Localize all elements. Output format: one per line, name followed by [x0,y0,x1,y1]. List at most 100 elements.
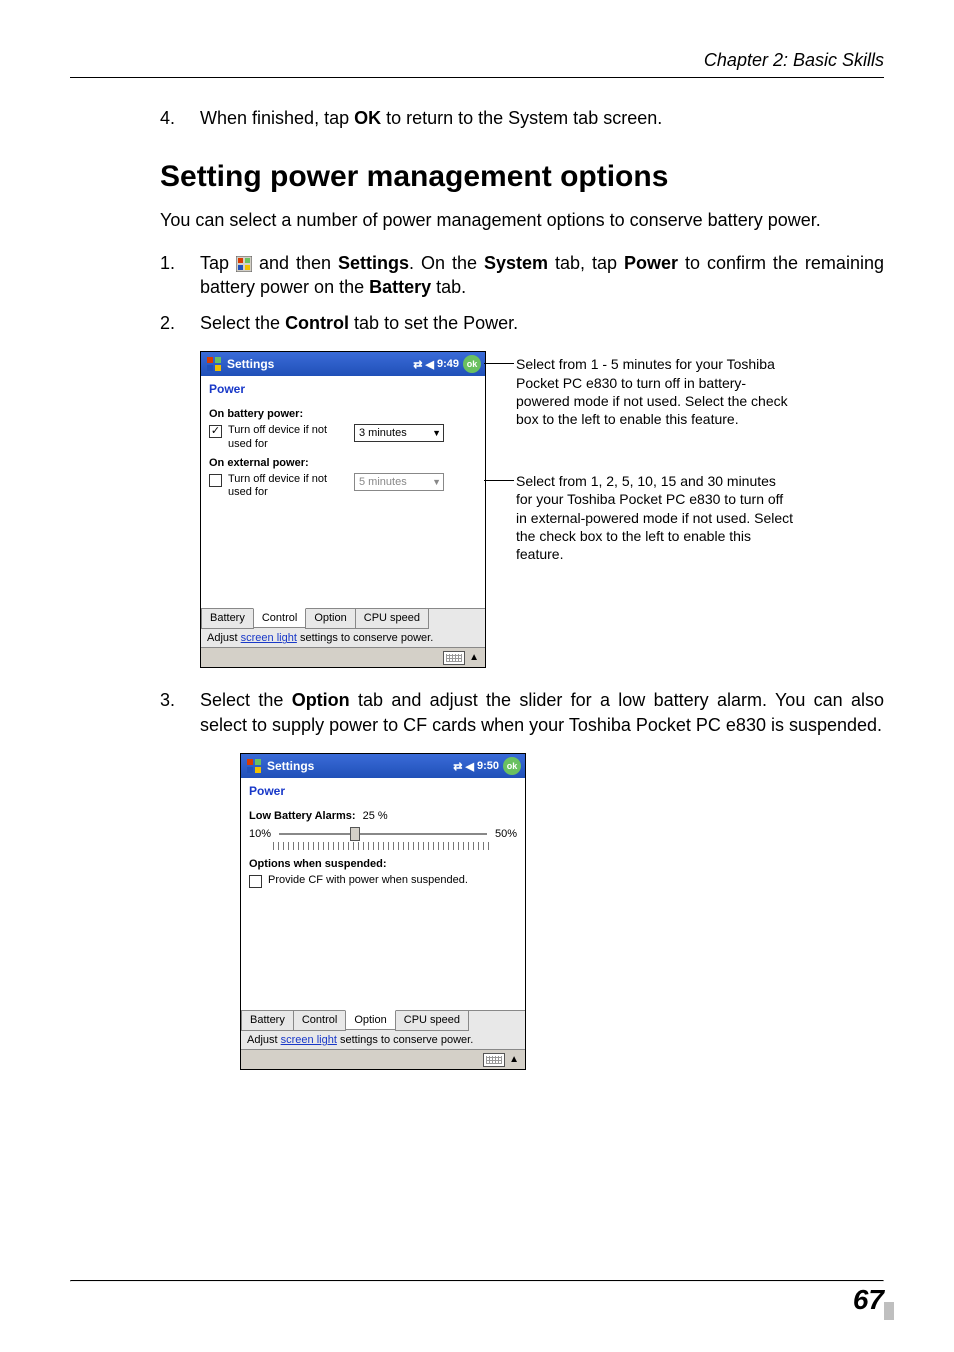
text: tab. [431,277,466,297]
pocketpc-screenshot-control: Settings ⇄ ◀ 9:49 ok Power On battery po… [200,351,486,668]
header-rule [70,77,884,78]
cf-power-checkbox[interactable] [249,875,262,888]
step-text: Select the Control tab to set the Power. [200,311,884,335]
step-4: 4. When finished, tap OK to return to th… [160,106,884,130]
sip-bar: ▲ [241,1049,525,1069]
start-flag-icon[interactable] [245,757,263,775]
step-number: 2. [160,311,200,335]
tab-control[interactable]: Control [253,608,306,628]
windows-start-icon [236,256,252,272]
section-title: Setting power management options [160,160,884,194]
titlebar: Settings ⇄ ◀ 9:49 ok [201,352,485,376]
title-text: Settings [267,759,314,773]
alarm-value: 25 % [363,810,388,822]
step-3: 3. Select the Option tab and adjust the … [160,688,884,737]
bold: Settings [338,253,409,273]
bold: Control [285,313,349,333]
callout-text: Select from 1 - 5 minutes for your Toshi… [516,356,788,427]
step-text: Select the Option tab and adjust the sli… [200,688,884,737]
intro-paragraph: You can select a number of power managem… [160,208,884,232]
callouts: Select from 1 - 5 minutes for your Toshi… [516,351,796,607]
text: Adjust [247,1034,281,1046]
battery-minutes-dropdown[interactable]: 3 minutes ▼ [354,424,444,442]
external-section-label: On external power: [209,457,477,469]
up-caret-icon[interactable]: ▲ [509,1054,519,1065]
tab-option[interactable]: Option [305,609,355,629]
figure-2: Settings ⇄ ◀ 9:50 ok Power Low Battery A… [240,753,884,1070]
step-number: 3. [160,688,200,737]
bold: Power [624,253,678,273]
tab-cpu-speed[interactable]: CPU speed [395,1011,469,1031]
content-area: On battery power: Turn off device if not… [201,400,485,600]
page-number: 67 [853,1284,884,1316]
page-number-decoration [884,1302,894,1320]
footer-rule [70,1280,884,1282]
step-text: Tap and then Settings. On the System tab… [200,251,884,300]
text: . On the [409,253,484,273]
bold: Battery [369,277,431,297]
title-text: Settings [227,357,274,371]
battery-turnoff-checkbox[interactable] [209,425,222,438]
text: and then [252,253,338,273]
external-turnoff-label: Turn off device if not used for [228,473,348,499]
callout-battery: Select from 1 - 5 minutes for your Toshi… [516,355,796,428]
sip-bar: ▲ [201,647,485,667]
screen-light-link[interactable]: screen light [241,632,297,644]
titlebar: Settings ⇄ ◀ 9:50 ok [241,754,525,778]
tabs: Battery Control Option CPU speed [201,608,485,629]
connectivity-icon: ⇄ [453,760,462,773]
status-icons: ⇄ ◀ 9:50 [453,760,499,773]
text: Tap [200,253,236,273]
screen-light-link[interactable]: screen light [281,1034,337,1046]
dropdown-value: 5 minutes [359,476,407,488]
chapter-header: Chapter 2: Basic Skills [70,50,884,71]
keyboard-icon[interactable] [443,651,465,665]
step-2: 2. Select the Control tab to set the Pow… [160,311,884,335]
external-turnoff-checkbox[interactable] [209,474,222,487]
callout-line [484,363,514,364]
bold: System [484,253,548,273]
slider-max-label: 50% [495,828,517,840]
step-1: 1. Tap and then Settings. On the System … [160,251,884,300]
up-caret-icon[interactable]: ▲ [469,652,479,663]
step-text: When finished, tap OK to return to the S… [200,106,884,130]
ok-button[interactable]: ok [503,757,521,775]
bold: Option [292,690,350,710]
text: settings to conserve power. [297,632,433,644]
speaker-icon: ◀ [426,358,434,371]
text: Adjust [207,632,241,644]
battery-turnoff-label: Turn off device if not used for [228,424,348,450]
battery-turnoff-row: Turn off device if not used for 3 minute… [209,424,477,450]
tab-option[interactable]: Option [345,1010,395,1030]
callout-text: Select from 1, 2, 5, 10, 15 and 30 minut… [516,473,793,562]
callout-external: Select from 1, 2, 5, 10, 15 and 30 minut… [516,472,796,563]
external-minutes-dropdown[interactable]: 5 minutes ▼ [354,473,444,491]
alarm-label: Low Battery Alarms: [249,810,356,822]
text: Select the [200,690,292,710]
text: to return to the System tab screen. [381,108,662,128]
bold: OK [354,108,381,128]
ok-button[interactable]: ok [463,355,481,373]
start-flag-icon[interactable] [205,355,223,373]
external-turnoff-row: Turn off device if not used for 5 minute… [209,473,477,499]
dropdown-value: 3 minutes [359,427,407,439]
keyboard-icon[interactable] [483,1053,505,1067]
figure-1: Settings ⇄ ◀ 9:49 ok Power On battery po… [200,351,884,668]
callout-line [484,480,514,481]
options-suspended-label: Options when suspended: [249,858,517,870]
alarm-slider[interactable] [279,833,487,835]
tab-cpu-speed[interactable]: CPU speed [355,609,429,629]
chevron-down-icon: ▼ [432,477,441,487]
app-subtitle: Power [241,778,525,802]
slider-thumb[interactable] [350,827,360,841]
tab-battery[interactable]: Battery [201,609,254,629]
status-icons: ⇄ ◀ 9:49 [413,358,459,371]
text: settings to conserve power. [337,1034,473,1046]
tab-battery[interactable]: Battery [241,1011,294,1031]
slider-ticks [273,842,493,850]
battery-section-label: On battery power: [209,408,477,420]
cf-power-label: Provide CF with power when suspended. [268,874,468,886]
cf-power-row: Provide CF with power when suspended. [249,874,517,888]
tab-control[interactable]: Control [293,1011,346,1031]
content-area: Low Battery Alarms: 25 % 10% 50% Options… [241,802,525,1002]
